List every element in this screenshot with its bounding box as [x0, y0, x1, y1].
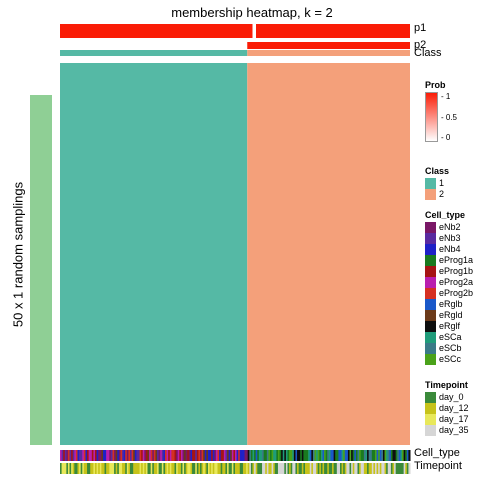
annotation-label-class: Class [414, 47, 442, 59]
annotation-label-celltype: Cell_type [414, 447, 460, 459]
legend-prob: Prob- 1- 0.5- 0 [425, 80, 457, 142]
annotation-label-timepoint: Timepoint [414, 460, 462, 472]
legend-timepoint: Timepointday_0day_12day_17day_35 [425, 380, 469, 436]
legend-celltype: Cell_typeeNb2eNb3eNb4eProg1aeProg1beProg… [425, 210, 473, 365]
legend-class: Class12 [425, 166, 449, 200]
annotation-label-p1: p1 [414, 22, 426, 34]
